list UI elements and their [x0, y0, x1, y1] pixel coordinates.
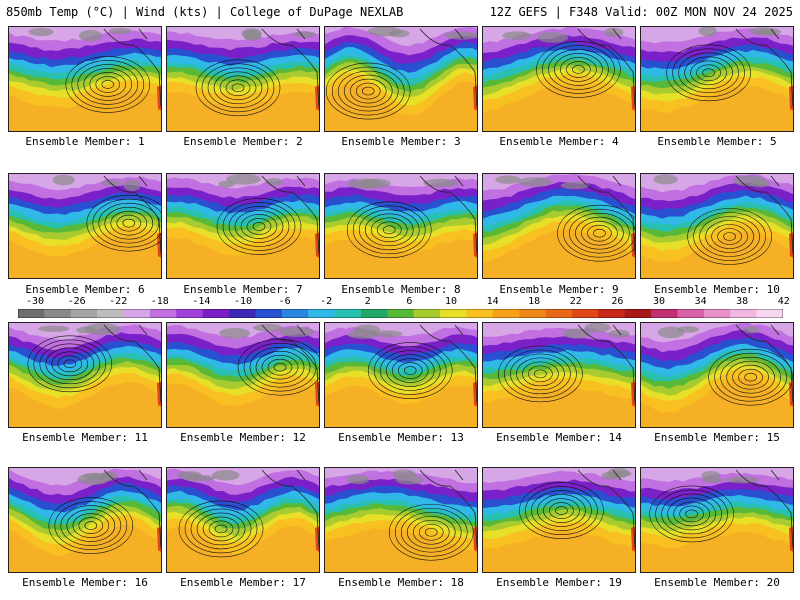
colorbar-swatch: [703, 309, 731, 318]
ensemble-member-label: Ensemble Member: 11: [22, 431, 148, 444]
colorbar-swatch: [677, 309, 705, 318]
colorbar-swatch: [519, 309, 547, 318]
ensemble-member-label: Ensemble Member: 6: [25, 283, 145, 296]
ensemble-member-label: Ensemble Member: 16: [22, 576, 148, 589]
colorbar-swatch: [18, 309, 45, 318]
ensemble-panel-16: [8, 467, 162, 573]
colorbar-tick-label: 14: [486, 296, 499, 307]
ensemble-member-label: Ensemble Member: 10: [654, 283, 780, 296]
colorbar-swatch: [308, 309, 336, 318]
ensemble-panel-5: [640, 26, 794, 132]
ensemble-panel-15: [640, 322, 794, 428]
ensemble-member-label: Ensemble Member: 18: [338, 576, 464, 589]
colorbar-swatch: [466, 309, 494, 318]
colorbar-swatch: [756, 309, 783, 318]
colorbar-swatch: [334, 309, 362, 318]
ensemble-panel-7: [166, 173, 320, 279]
colorbar-tick-label: 42: [777, 296, 790, 307]
colorbar-swatch: [149, 309, 177, 318]
colorbar-tick-label: 26: [611, 296, 624, 307]
ensemble-member-label: Ensemble Member: 4: [499, 135, 619, 148]
ensemble-member-label: Ensemble Member: 20: [654, 576, 780, 589]
colorbar-swatch: [624, 309, 652, 318]
colorbar-tick-label: -10: [233, 296, 253, 307]
colorbar-swatch: [255, 309, 283, 318]
colorbar-tick-label: 22: [569, 296, 582, 307]
ensemble-member-label: Ensemble Member: 5: [657, 135, 777, 148]
colorbar-swatch: [492, 309, 520, 318]
colorbar-tick-label: 18: [528, 296, 541, 307]
temperature-colorbar: [18, 309, 783, 318]
ensemble-panel-6: [8, 173, 162, 279]
ensemble-member-label: Ensemble Member: 14: [496, 431, 622, 444]
ensemble-panel-3: [324, 26, 478, 132]
colorbar-swatch: [545, 309, 573, 318]
colorbar-tick-label: 6: [406, 296, 413, 307]
ensemble-panel-14: [482, 322, 636, 428]
colorbar-swatch: [281, 309, 309, 318]
colorbar-swatch: [44, 309, 72, 318]
colorbar-tick-label: -30: [25, 296, 45, 307]
colorbar-swatch: [229, 309, 256, 318]
ensemble-panel-1: [8, 26, 162, 132]
ensemble-panel-11: [8, 322, 162, 428]
colorbar-tick-label: -18: [150, 296, 169, 307]
ensemble-member-label: Ensemble Member: 2: [183, 135, 303, 148]
colorbar-swatch: [70, 309, 98, 318]
ensemble-member-label: Ensemble Member: 8: [341, 283, 461, 296]
colorbar-tick-label: -2: [320, 296, 333, 307]
ensemble-panel-12: [166, 322, 320, 428]
ensemble-panel-4: [482, 26, 636, 132]
colorbar-swatch: [360, 309, 388, 318]
ensemble-panel-19: [482, 467, 636, 573]
colorbar-swatch: [730, 309, 758, 318]
colorbar-swatch: [176, 309, 204, 318]
colorbar-swatch: [598, 309, 626, 318]
colorbar-tick-label: 30: [652, 296, 666, 307]
ensemble-member-label: Ensemble Member: 15: [654, 431, 780, 444]
colorbar-tick-label: 38: [736, 296, 749, 307]
ensemble-member-label: Ensemble Member: 13: [338, 431, 464, 444]
ensemble-member-label: Ensemble Member: 19: [496, 576, 622, 589]
colorbar-tick-label: 34: [694, 296, 707, 307]
colorbar-swatch: [97, 309, 125, 318]
colorbar-tick-label: -6: [278, 296, 291, 307]
ensemble-member-label: Ensemble Member: 7: [183, 283, 303, 296]
colorbar-swatch: [387, 309, 415, 318]
colorbar-swatch: [202, 309, 230, 318]
colorbar-swatch: [123, 309, 151, 318]
colorbar-tick-label: 10: [444, 296, 458, 307]
ensemble-panel-2: [166, 26, 320, 132]
colorbar-swatch: [571, 309, 599, 318]
colorbar-tick-label: 2: [364, 296, 371, 307]
ensemble-member-label: Ensemble Member: 12: [180, 431, 306, 444]
ensemble-member-label: Ensemble Member: 9: [499, 283, 619, 296]
colorbar-tick-label: -14: [192, 296, 211, 307]
ensemble-panel-9: [482, 173, 636, 279]
ensemble-panel-18: [324, 467, 478, 573]
ensemble-panel-13: [324, 322, 478, 428]
colorbar-swatch: [651, 309, 678, 318]
ensemble-member-label: Ensemble Member: 17: [180, 576, 306, 589]
ensemble-panel-20: [640, 467, 794, 573]
ensemble-panel-8: [324, 173, 478, 279]
ensemble-member-label: Ensemble Member: 1: [25, 135, 145, 148]
ensemble-panel-10: [640, 173, 794, 279]
colorbar-tick-label: -22: [109, 296, 128, 307]
ensemble-member-label: Ensemble Member: 3: [341, 135, 461, 148]
colorbar-tick-label: -26: [67, 296, 86, 307]
ensemble-panel-17: [166, 467, 320, 573]
chart-title: 850mb Temp (°C) | Wind (kts) | College o…: [6, 5, 404, 19]
run-valid-time: 12Z GEFS | F348 Valid: 00Z MON NOV 24 20…: [489, 5, 793, 19]
colorbar-swatch: [440, 309, 467, 318]
colorbar-swatch: [413, 309, 441, 318]
